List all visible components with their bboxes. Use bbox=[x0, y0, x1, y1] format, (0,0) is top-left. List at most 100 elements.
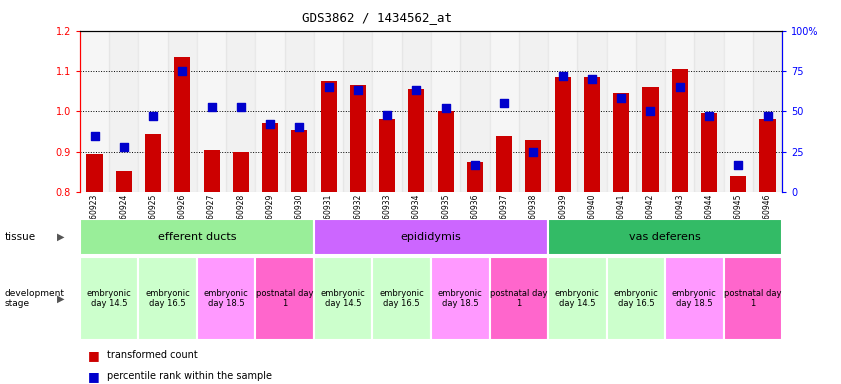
Text: ■: ■ bbox=[88, 349, 100, 362]
Text: development
stage: development stage bbox=[4, 289, 64, 308]
Point bbox=[497, 100, 510, 106]
Bar bbox=[701, 113, 717, 192]
Bar bbox=[145, 134, 161, 192]
Bar bbox=[548, 257, 606, 340]
Text: efferent ducts: efferent ducts bbox=[157, 232, 236, 242]
Bar bbox=[314, 31, 343, 192]
Bar bbox=[226, 31, 256, 192]
Text: embryonic
day 14.5: embryonic day 14.5 bbox=[321, 289, 366, 308]
Point bbox=[263, 121, 277, 127]
Point bbox=[439, 105, 452, 111]
Bar bbox=[109, 31, 139, 192]
Bar bbox=[320, 81, 336, 192]
Point bbox=[526, 149, 540, 155]
Bar bbox=[204, 150, 220, 192]
Bar bbox=[723, 31, 753, 192]
Bar bbox=[554, 77, 571, 192]
Text: embryonic
day 14.5: embryonic day 14.5 bbox=[555, 289, 600, 308]
Bar bbox=[233, 152, 249, 192]
Bar bbox=[584, 77, 600, 192]
Bar bbox=[379, 119, 395, 192]
Bar bbox=[373, 257, 431, 340]
Bar bbox=[643, 87, 659, 192]
Bar bbox=[460, 31, 489, 192]
Bar bbox=[577, 31, 606, 192]
Bar bbox=[350, 85, 366, 192]
Bar bbox=[80, 257, 139, 340]
Bar bbox=[489, 257, 548, 340]
Point bbox=[380, 111, 394, 118]
Bar bbox=[174, 57, 190, 192]
Text: GDS3862 / 1434562_at: GDS3862 / 1434562_at bbox=[302, 12, 452, 25]
Bar bbox=[753, 31, 782, 192]
Bar bbox=[672, 69, 688, 192]
Bar bbox=[402, 31, 431, 192]
Point bbox=[702, 113, 716, 119]
Point bbox=[117, 144, 130, 150]
Bar bbox=[437, 111, 453, 192]
Point bbox=[176, 68, 189, 74]
Bar bbox=[291, 129, 308, 192]
Point bbox=[87, 132, 101, 139]
Text: transformed count: transformed count bbox=[107, 350, 198, 360]
Bar bbox=[314, 219, 548, 255]
Point bbox=[293, 124, 306, 131]
Point bbox=[234, 103, 247, 109]
Bar bbox=[80, 219, 314, 255]
Bar bbox=[373, 31, 402, 192]
Text: embryonic
day 18.5: embryonic day 18.5 bbox=[204, 289, 249, 308]
Bar bbox=[606, 31, 636, 192]
Bar bbox=[636, 31, 665, 192]
Bar bbox=[526, 139, 542, 192]
Bar bbox=[80, 31, 109, 192]
Bar bbox=[139, 257, 197, 340]
Bar bbox=[665, 31, 695, 192]
Text: ■: ■ bbox=[88, 370, 100, 383]
Text: embryonic
day 16.5: embryonic day 16.5 bbox=[145, 289, 190, 308]
Bar bbox=[548, 219, 782, 255]
Text: postnatal day
1: postnatal day 1 bbox=[490, 289, 547, 308]
Point bbox=[410, 87, 423, 93]
Bar bbox=[723, 257, 782, 340]
Text: postnatal day
1: postnatal day 1 bbox=[256, 289, 314, 308]
Bar bbox=[262, 123, 278, 192]
Bar bbox=[519, 31, 548, 192]
Text: embryonic
day 16.5: embryonic day 16.5 bbox=[613, 289, 659, 308]
Bar bbox=[116, 170, 132, 192]
Bar bbox=[431, 31, 460, 192]
Text: ▶: ▶ bbox=[57, 232, 65, 242]
Text: embryonic
day 18.5: embryonic day 18.5 bbox=[672, 289, 717, 308]
Text: embryonic
day 18.5: embryonic day 18.5 bbox=[438, 289, 483, 308]
Bar bbox=[139, 31, 167, 192]
Bar bbox=[197, 31, 226, 192]
Bar bbox=[87, 154, 103, 192]
Point bbox=[732, 162, 745, 168]
Bar bbox=[759, 119, 775, 192]
Point bbox=[615, 95, 628, 101]
Point bbox=[556, 73, 569, 79]
Bar bbox=[409, 89, 425, 192]
Bar bbox=[285, 31, 314, 192]
Bar bbox=[496, 136, 512, 192]
Bar bbox=[343, 31, 373, 192]
Text: postnatal day
1: postnatal day 1 bbox=[724, 289, 781, 308]
Bar bbox=[606, 257, 665, 340]
Text: ▶: ▶ bbox=[57, 293, 65, 304]
Bar bbox=[256, 31, 285, 192]
Point bbox=[352, 87, 365, 93]
Point bbox=[673, 84, 686, 90]
Text: embryonic
day 16.5: embryonic day 16.5 bbox=[379, 289, 424, 308]
Bar bbox=[167, 31, 197, 192]
Bar bbox=[467, 162, 483, 192]
Bar bbox=[695, 31, 723, 192]
Text: percentile rank within the sample: percentile rank within the sample bbox=[107, 371, 272, 381]
Point bbox=[643, 108, 657, 114]
Bar bbox=[197, 257, 256, 340]
Bar bbox=[730, 176, 746, 192]
Text: tissue: tissue bbox=[4, 232, 35, 242]
Point bbox=[322, 84, 336, 90]
Bar bbox=[431, 257, 489, 340]
Bar bbox=[314, 257, 373, 340]
Text: epididymis: epididymis bbox=[400, 232, 462, 242]
Point bbox=[585, 76, 599, 82]
